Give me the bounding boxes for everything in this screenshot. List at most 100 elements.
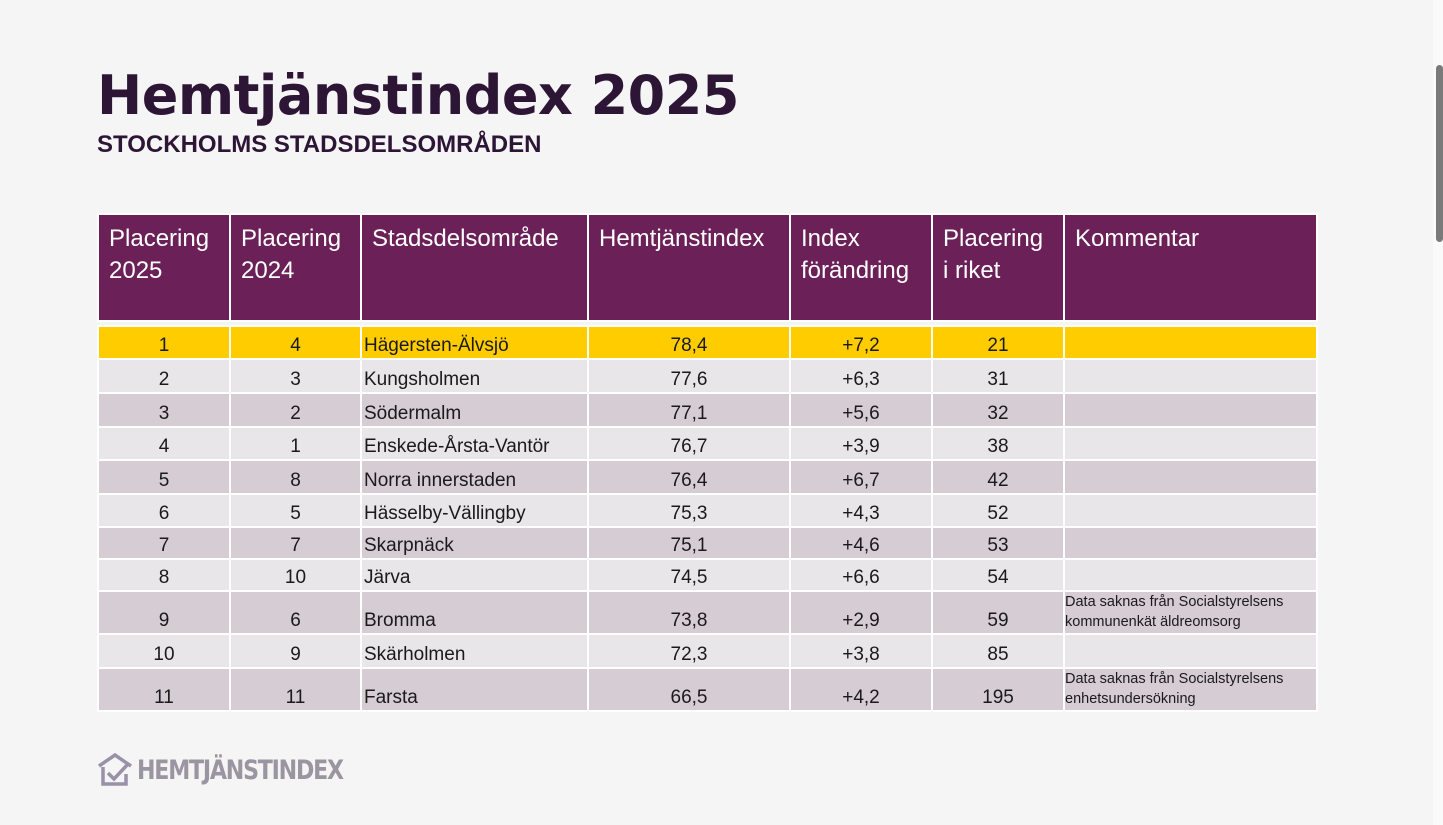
table-row: 6 5 Hässelby-Vällingby 75,3 +4,3 52 bbox=[97, 493, 1318, 528]
rank-2024-cell: 8 bbox=[229, 459, 362, 495]
index-value-cell: 77,1 bbox=[587, 392, 791, 428]
column-header: Stadsdelsområde bbox=[360, 213, 589, 322]
rank-2024-cell: 4 bbox=[229, 325, 362, 360]
index-change-cell: +4,6 bbox=[789, 526, 933, 560]
column-header: Placering 2024 bbox=[229, 213, 362, 322]
comment-cell bbox=[1063, 358, 1318, 394]
table-row: 11 11 Farsta 66,5 +4,2 195 Data saknas från So… bbox=[97, 667, 1318, 712]
national-rank-cell: 32 bbox=[931, 392, 1065, 428]
column-header: Hemtjänstindex bbox=[587, 213, 791, 322]
rank-2025-cell: 7 bbox=[97, 526, 231, 560]
national-rank-cell: 53 bbox=[931, 526, 1065, 560]
comment-cell: Data saknas från Socialstyrelsens kommun… bbox=[1063, 590, 1318, 635]
national-rank-cell: 54 bbox=[931, 558, 1065, 592]
district-cell: Skärholmen bbox=[360, 633, 589, 669]
logo-text: HEMTJÄNSTINDEX bbox=[137, 754, 344, 786]
page-subtitle: STOCKHOLMS STADSDELSOMRÅDEN bbox=[97, 131, 542, 158]
rank-2025-cell: 1 bbox=[97, 325, 231, 360]
table-row: 3 2 Södermalm 77,1 +5,6 32 bbox=[97, 392, 1318, 428]
index-change-cell: +6,3 bbox=[789, 358, 933, 394]
column-header: Kommentar bbox=[1063, 213, 1318, 322]
ranking-table: Placering 2025 Placering 2024 Stadsdelsomr… bbox=[97, 213, 1318, 712]
national-rank-cell: 38 bbox=[931, 426, 1065, 461]
district-cell: Hässelby-Vällingby bbox=[360, 493, 589, 528]
rank-2025-cell: 6 bbox=[97, 493, 231, 528]
rank-2024-cell: 3 bbox=[229, 358, 362, 394]
rank-2025-cell: 8 bbox=[97, 558, 231, 592]
rank-2025-cell: 5 bbox=[97, 459, 231, 495]
column-header: Index förändring bbox=[789, 213, 933, 322]
comment-cell bbox=[1063, 459, 1318, 495]
rank-2024-cell: 10 bbox=[229, 558, 362, 592]
index-change-cell: +5,6 bbox=[789, 392, 933, 428]
district-cell: Enskede-Årsta-Vantör bbox=[360, 426, 589, 461]
index-value-cell: 75,1 bbox=[587, 526, 791, 560]
comment-cell bbox=[1063, 633, 1318, 669]
rank-2025-cell: 4 bbox=[97, 426, 231, 461]
district-cell: Skarpnäck bbox=[360, 526, 589, 560]
index-value-cell: 73,8 bbox=[587, 590, 791, 635]
national-rank-cell: 85 bbox=[931, 633, 1065, 669]
national-rank-cell: 21 bbox=[931, 325, 1065, 360]
index-change-cell: +4,3 bbox=[789, 493, 933, 528]
index-change-cell: +3,8 bbox=[789, 633, 933, 669]
index-value-cell: 75,3 bbox=[587, 493, 791, 528]
district-cell: Järva bbox=[360, 558, 589, 592]
page-title: Hemtjänstindex 2025 bbox=[97, 64, 739, 127]
index-change-cell: +2,9 bbox=[789, 590, 933, 635]
index-value-cell: 66,5 bbox=[587, 667, 791, 712]
table-row: 8 10 Järva 74,5 +6,6 54 bbox=[97, 558, 1318, 592]
table-row: 4 1 Enskede-Årsta-Vantör 76,7 +3,9 38 bbox=[97, 426, 1318, 461]
comment-cell bbox=[1063, 526, 1318, 560]
rank-2025-cell: 11 bbox=[97, 667, 231, 712]
national-rank-cell: 59 bbox=[931, 590, 1065, 635]
district-cell: Södermalm bbox=[360, 392, 589, 428]
rank-2025-cell: 10 bbox=[97, 633, 231, 669]
house-check-icon bbox=[98, 752, 132, 786]
scrollbar-thumb[interactable] bbox=[1436, 65, 1443, 242]
table-row: 9 6 Bromma 73,8 +2,9 59 Data saknas från Socia… bbox=[97, 590, 1318, 635]
rank-2024-cell: 9 bbox=[229, 633, 362, 669]
scrollbar-track[interactable] bbox=[1433, 0, 1443, 825]
comment-cell: Data saknas från Socialstyrelsens enhets… bbox=[1063, 667, 1318, 712]
rank-2024-cell: 7 bbox=[229, 526, 362, 560]
comment-cell bbox=[1063, 558, 1318, 592]
table-row: 5 8 Norra innerstaden 76,4 +6,7 42 bbox=[97, 459, 1318, 495]
district-cell: Norra innerstaden bbox=[360, 459, 589, 495]
district-cell: Farsta bbox=[360, 667, 589, 712]
table-row: 2 3 Kungsholmen 77,6 +6,3 31 bbox=[97, 358, 1318, 394]
national-rank-cell: 42 bbox=[931, 459, 1065, 495]
index-value-cell: 76,4 bbox=[587, 459, 791, 495]
rank-2025-cell: 2 bbox=[97, 358, 231, 394]
index-change-cell: +7,2 bbox=[789, 325, 933, 360]
hemtjanstindex-logo: HEMTJÄNSTINDEX bbox=[97, 752, 388, 788]
rank-2025-cell: 3 bbox=[97, 392, 231, 428]
national-rank-cell: 31 bbox=[931, 358, 1065, 394]
rank-2024-cell: 6 bbox=[229, 590, 362, 635]
national-rank-cell: 195 bbox=[931, 667, 1065, 712]
comment-cell bbox=[1063, 392, 1318, 428]
rank-2024-cell: 1 bbox=[229, 426, 362, 461]
index-change-cell: +4,2 bbox=[789, 667, 933, 712]
table-header-row: Placering 2025 Placering 2024 Stadsdelsomr… bbox=[97, 213, 1318, 322]
comment-cell bbox=[1063, 493, 1318, 528]
divider bbox=[98, 321, 1317, 326]
rank-2024-cell: 2 bbox=[229, 392, 362, 428]
table-row: 1 4 Hägersten-Älvsjö 78,4 +7,2 21 bbox=[97, 325, 1318, 360]
index-value-cell: 77,6 bbox=[587, 358, 791, 394]
index-value-cell: 74,5 bbox=[587, 558, 791, 592]
column-header: Placering i riket bbox=[931, 213, 1065, 322]
national-rank-cell: 52 bbox=[931, 493, 1065, 528]
index-change-cell: +6,6 bbox=[789, 558, 933, 592]
table-row: 10 9 Skärholmen 72,3 +3,8 85 bbox=[97, 633, 1318, 669]
district-cell: Kungsholmen bbox=[360, 358, 589, 394]
index-change-cell: +6,7 bbox=[789, 459, 933, 495]
index-value-cell: 76,7 bbox=[587, 426, 791, 461]
rank-2025-cell: 9 bbox=[97, 590, 231, 635]
index-value-cell: 72,3 bbox=[587, 633, 791, 669]
rank-2024-cell: 11 bbox=[229, 667, 362, 712]
district-cell: Hägersten-Älvsjö bbox=[360, 325, 589, 360]
comment-cell bbox=[1063, 325, 1318, 360]
rank-2024-cell: 5 bbox=[229, 493, 362, 528]
table-row: 7 7 Skarpnäck 75,1 +4,6 53 bbox=[97, 526, 1318, 560]
